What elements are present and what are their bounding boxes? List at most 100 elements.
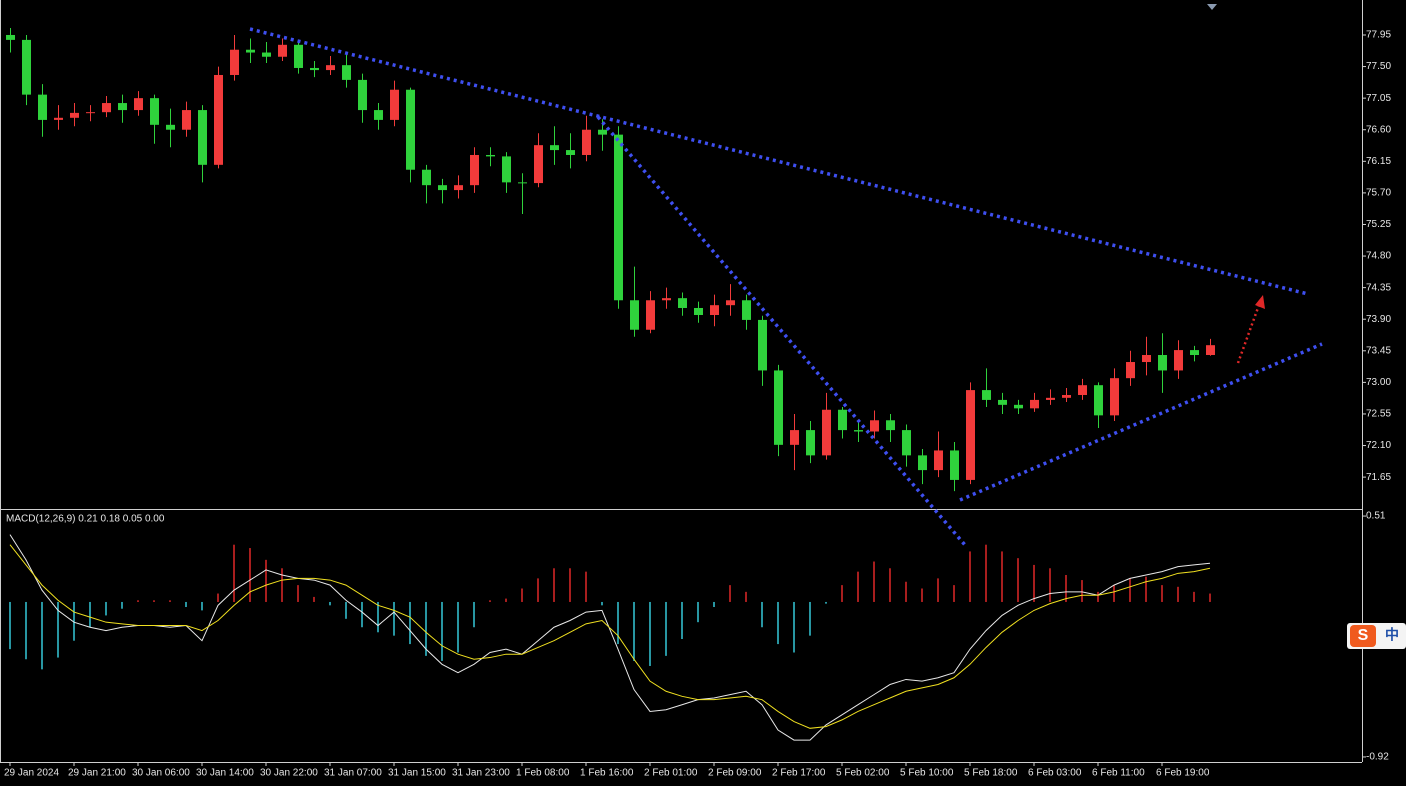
candle-body [150, 98, 159, 125]
candle-body [678, 298, 687, 308]
candle-body [358, 79, 367, 111]
candle-body [838, 409, 847, 431]
y-tick-label: 0.51 [1366, 511, 1386, 522]
candle-body [534, 145, 543, 184]
ime-badge: S 中 [1347, 623, 1406, 649]
y-tick-label: -0.92 [1366, 752, 1389, 763]
candle-body [1158, 355, 1167, 371]
trend-line [959, 342, 1323, 502]
candle-body [1062, 395, 1071, 398]
candle-body [70, 112, 79, 118]
candle-body [214, 74, 223, 165]
candle-body [406, 89, 415, 170]
shift-marker [1207, 4, 1217, 10]
x-tick-label: 29 Jan 21:00 [68, 768, 126, 779]
candle-body [278, 44, 287, 57]
candle-body [1174, 350, 1183, 371]
candle-body [886, 420, 895, 431]
indicator-title: MACD(12,26,9) 0.21 0.18 0.05 0.00 [6, 514, 165, 525]
x-tick-label: 31 Jan 23:00 [452, 768, 510, 779]
candle-body [630, 300, 639, 330]
x-tick-label: 2 Feb 09:00 [708, 768, 762, 779]
candle-body [966, 390, 975, 480]
candle-body [166, 124, 175, 130]
arrow-head [1255, 295, 1265, 309]
plot-layer: 77.95 77.50 77.05 76.60 76.15 75.70 75.25 74.80… [4, 27, 1391, 779]
candle-body [86, 112, 95, 114]
x-tick-label: 30 Jan 06:00 [132, 768, 190, 779]
x-tick-label: 1 Feb 16:00 [580, 768, 634, 779]
candle-body [598, 129, 607, 135]
candle-body [1014, 404, 1023, 409]
candle-body [614, 134, 623, 301]
candle-body [982, 390, 991, 400]
candle-body [822, 409, 831, 456]
x-tick-label: 6 Feb 11:00 [1092, 768, 1145, 779]
y-tick-label: 76.60 [1366, 124, 1391, 135]
drawn-objects [249, 27, 1323, 547]
x-tick-label: 5 Feb 10:00 [900, 768, 954, 779]
candle-body [1046, 397, 1055, 400]
candle-body [22, 39, 31, 95]
candle-body [1094, 385, 1103, 416]
candle-body [582, 129, 591, 155]
candle-body [742, 300, 751, 320]
candle-body [694, 307, 703, 316]
indicator-line [9, 534, 1211, 741]
candle-body [502, 156, 511, 183]
candle-body [1206, 345, 1215, 356]
candle-body [566, 150, 575, 155]
y-tick-label: 75.25 [1366, 219, 1391, 230]
candle-body [470, 154, 479, 186]
candle-body [230, 49, 239, 75]
candle-body [854, 430, 863, 432]
badge-logo-bg [1350, 625, 1376, 647]
y-tick-label: 75.70 [1366, 188, 1391, 199]
x-tick-label: 29 Jan 2024 [4, 768, 59, 779]
x-tick-label: 5 Feb 18:00 [964, 768, 1018, 779]
candle-body [326, 65, 335, 71]
candle-body [1142, 355, 1151, 363]
candle-body [246, 49, 255, 53]
candle-body [902, 430, 911, 456]
badge-logo: S [1358, 627, 1369, 644]
candle-body [342, 65, 351, 80]
candle-body [134, 98, 143, 111]
candle-body [550, 145, 559, 151]
y-tick-label: 74.35 [1366, 282, 1391, 293]
arrow-line [1236, 304, 1261, 364]
candle-body [294, 44, 303, 68]
y-tick-label: 77.50 [1366, 61, 1391, 72]
candle-body [950, 450, 959, 480]
candle-body [182, 110, 191, 130]
candle-body [726, 300, 735, 306]
y-tick-label: 73.45 [1366, 345, 1391, 356]
candle-body [1190, 350, 1199, 356]
candle-body [454, 185, 463, 191]
candle-body [1030, 399, 1039, 409]
candle-body [6, 34, 15, 40]
badge-label: 中 [1385, 627, 1399, 643]
y-tick-label: 73.00 [1366, 377, 1391, 388]
x-tick-label: 30 Jan 22:00 [260, 768, 318, 779]
candle-body [758, 319, 767, 371]
candle-body [198, 110, 207, 165]
y-tick-label: 73.90 [1366, 314, 1391, 325]
x-tick-label: 30 Jan 14:00 [196, 768, 254, 779]
candle-body [918, 455, 927, 471]
y-tick-label: 77.05 [1366, 93, 1391, 104]
x-tick-label: 31 Jan 07:00 [324, 768, 382, 779]
candle-body [390, 89, 399, 120]
candle-body [1110, 378, 1119, 416]
x-tick-label: 1 Feb 08:00 [516, 768, 570, 779]
candle-body [102, 103, 111, 113]
candle-body [374, 110, 383, 120]
y-tick-label: 72.10 [1366, 440, 1391, 451]
candle-body [774, 370, 783, 445]
candle-body [518, 182, 527, 184]
y-tick-label: 72.55 [1366, 409, 1391, 420]
candle-body [806, 430, 815, 456]
candle-body [310, 67, 319, 71]
